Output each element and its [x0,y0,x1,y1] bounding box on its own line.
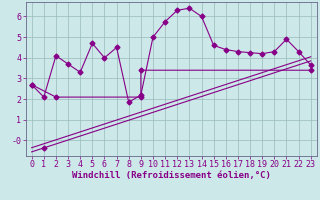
X-axis label: Windchill (Refroidissement éolien,°C): Windchill (Refroidissement éolien,°C) [72,171,271,180]
